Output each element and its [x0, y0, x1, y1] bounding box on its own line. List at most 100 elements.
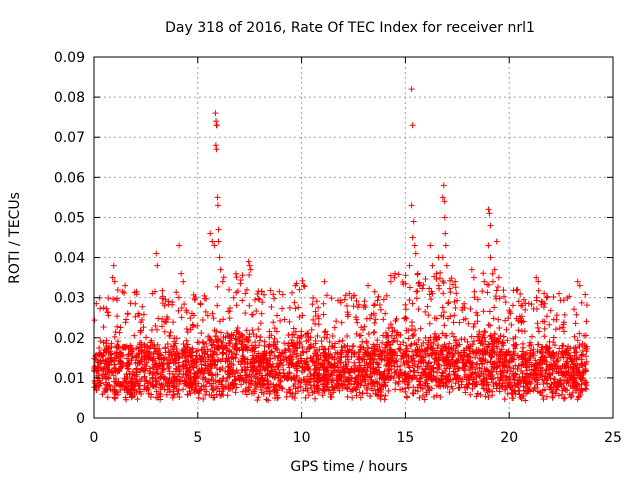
data-point — [241, 361, 248, 368]
data-point — [214, 202, 221, 209]
data-point — [341, 368, 348, 375]
data-point — [123, 371, 130, 378]
data-point — [277, 317, 284, 324]
data-point — [421, 382, 428, 389]
data-point — [510, 374, 517, 381]
data-point — [222, 367, 229, 374]
data-point — [402, 272, 409, 279]
data-point — [209, 386, 216, 393]
data-point — [267, 380, 274, 387]
data-point — [571, 306, 578, 313]
data-point — [111, 394, 118, 401]
data-point — [439, 304, 446, 311]
data-point — [414, 288, 421, 295]
data-point — [135, 310, 142, 317]
data-point — [569, 375, 576, 382]
data-point — [448, 383, 455, 390]
data-point — [505, 315, 512, 322]
data-point — [228, 335, 235, 342]
data-point — [161, 328, 168, 335]
data-point — [470, 376, 477, 383]
data-point — [116, 358, 123, 365]
data-point — [553, 386, 560, 393]
data-point — [151, 341, 158, 348]
data-point — [312, 365, 319, 372]
data-point — [373, 366, 380, 373]
data-point — [522, 306, 529, 313]
data-point — [351, 292, 358, 299]
tick-labels-layer: 0 0.01 0.02 0.03 0.04 0.05 0.06 0.07 0.08 0.09 0 5 1… — [54, 50, 622, 446]
data-point — [491, 266, 498, 273]
data-point — [232, 377, 239, 384]
data-point — [496, 295, 503, 302]
data-point — [212, 142, 219, 149]
data-point — [199, 354, 206, 361]
data-point — [92, 353, 99, 360]
data-point — [255, 375, 262, 382]
data-point — [546, 321, 553, 328]
data-point — [380, 316, 387, 323]
data-point — [336, 338, 343, 345]
data-point — [548, 381, 555, 388]
data-point — [246, 271, 253, 278]
data-point — [395, 380, 402, 387]
data-point — [280, 354, 287, 361]
data-point — [406, 297, 413, 304]
data-point — [321, 372, 328, 379]
data-point — [165, 365, 172, 372]
data-point — [561, 311, 568, 318]
data-point — [576, 330, 583, 337]
data-point — [294, 350, 301, 357]
data-point — [288, 361, 295, 368]
data-point — [271, 295, 278, 302]
data-point — [102, 387, 109, 394]
data-point — [293, 345, 300, 352]
data-point — [485, 281, 492, 288]
data-point — [265, 397, 272, 404]
data-point — [440, 357, 447, 364]
data-point — [367, 374, 374, 381]
data-point — [97, 305, 104, 312]
data-point — [307, 341, 314, 348]
data-point — [531, 375, 538, 382]
data-point — [501, 369, 508, 376]
data-point — [292, 377, 299, 384]
data-point — [480, 332, 487, 339]
data-point — [349, 394, 356, 401]
data-point — [453, 359, 460, 366]
data-point — [529, 333, 536, 340]
data-point — [175, 387, 182, 394]
data-point — [220, 274, 227, 281]
data-point — [213, 328, 220, 335]
data-point — [170, 360, 177, 367]
data-point — [253, 307, 260, 314]
data-point — [498, 348, 505, 355]
data-point — [331, 364, 338, 371]
data-point — [568, 372, 575, 379]
data-point — [327, 393, 334, 400]
data-point — [544, 363, 551, 370]
data-point — [105, 312, 112, 319]
data-point — [427, 345, 434, 352]
data-point — [219, 278, 226, 285]
data-point — [416, 381, 423, 388]
data-point — [169, 299, 176, 306]
data-point — [140, 311, 147, 318]
data-point — [108, 340, 115, 347]
data-point — [312, 348, 319, 355]
data-point — [174, 373, 181, 380]
data-point — [420, 339, 427, 346]
data-point — [190, 312, 197, 319]
data-point — [461, 349, 468, 356]
data-point — [128, 357, 135, 364]
data-point — [270, 319, 277, 326]
data-point — [159, 287, 166, 294]
data-point — [358, 356, 365, 363]
data-point — [214, 302, 221, 309]
data-point — [453, 290, 460, 297]
data-point — [210, 315, 217, 322]
data-point — [198, 361, 205, 368]
data-point — [550, 293, 557, 300]
data-point — [148, 327, 155, 334]
plot-frame — [93, 56, 614, 419]
